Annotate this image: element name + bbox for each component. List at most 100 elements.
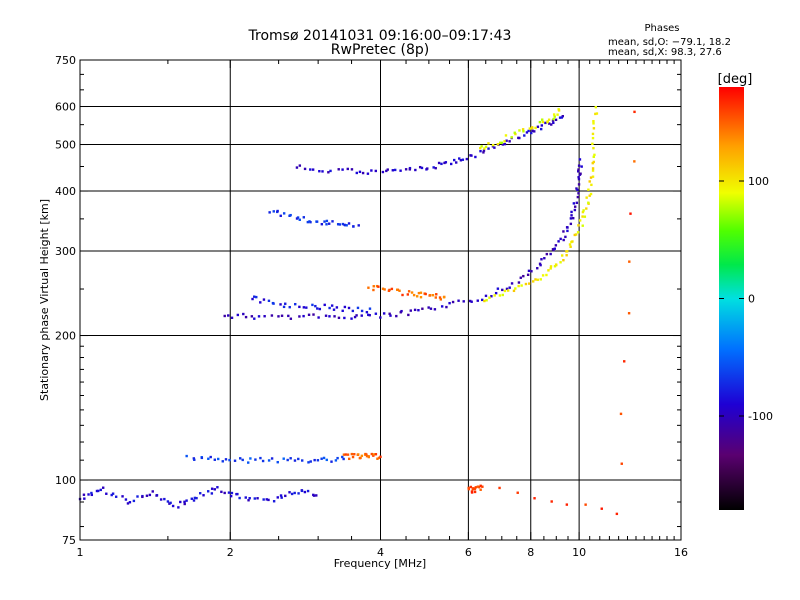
y-tick-label: 200	[55, 330, 76, 343]
data-point	[439, 298, 443, 301]
data-point	[288, 305, 291, 309]
data-point	[419, 296, 423, 299]
phases-heading: Phases	[644, 23, 679, 34]
data-point	[351, 455, 355, 459]
data-point	[322, 456, 326, 460]
data-point	[372, 285, 375, 288]
data-point	[479, 484, 482, 488]
data-point	[192, 499, 196, 502]
data-point	[417, 291, 421, 295]
data-point	[562, 230, 565, 233]
data-point	[519, 276, 522, 279]
data-point	[540, 124, 544, 127]
data-point	[297, 492, 300, 495]
data-point	[440, 162, 443, 166]
data-point	[333, 315, 336, 318]
data-point	[579, 172, 582, 175]
data-point	[315, 494, 318, 497]
data-point	[337, 168, 340, 171]
data-point	[438, 296, 442, 299]
data-point	[591, 167, 595, 170]
y-axis-label: Stationary phase Virtual Height [km]	[38, 199, 51, 401]
data-point	[372, 453, 376, 456]
data-point	[510, 136, 513, 139]
data-point	[561, 114, 564, 118]
data-point	[503, 140, 506, 143]
data-point	[538, 120, 542, 124]
data-point	[282, 457, 285, 460]
data-point	[473, 490, 477, 494]
data-point	[565, 254, 568, 257]
data-point	[629, 212, 632, 215]
data-point	[589, 176, 593, 179]
data-point	[342, 453, 346, 456]
data-point	[305, 306, 308, 309]
data-point	[619, 412, 623, 416]
data-point	[581, 210, 585, 214]
data-point	[395, 314, 398, 318]
data-point	[543, 257, 546, 260]
data-point	[230, 316, 234, 319]
data-point	[315, 220, 319, 223]
data-point	[346, 167, 349, 171]
data-point	[533, 497, 536, 500]
data-point	[552, 117, 555, 121]
data-point	[276, 496, 279, 499]
data-point	[504, 134, 508, 137]
data-point	[591, 169, 595, 172]
data-point	[573, 205, 577, 208]
data-point	[99, 488, 102, 492]
data-point	[539, 263, 542, 267]
data-point	[628, 260, 631, 263]
data-point	[462, 300, 465, 303]
data-point	[307, 461, 310, 464]
data-point	[280, 496, 283, 499]
data-point	[242, 312, 245, 316]
data-point	[368, 307, 372, 310]
data-point	[549, 252, 552, 256]
data-point	[453, 158, 456, 162]
data-point	[547, 269, 550, 272]
data-point	[347, 306, 351, 310]
data-point	[383, 288, 386, 291]
data-point	[580, 165, 583, 168]
data-point	[223, 491, 226, 495]
data-point	[564, 235, 567, 239]
data-point	[267, 299, 271, 303]
data-point	[341, 309, 344, 313]
data-point	[360, 309, 364, 313]
data-point	[210, 492, 214, 495]
data-point	[498, 486, 501, 490]
data-point	[323, 303, 326, 307]
data-point	[557, 109, 561, 112]
data-point	[404, 168, 408, 171]
data-point	[559, 261, 562, 264]
data-point	[584, 503, 587, 506]
data-point	[576, 170, 580, 173]
data-point	[320, 457, 323, 460]
data-point	[432, 166, 435, 169]
data-point	[213, 488, 216, 491]
data-point	[459, 159, 463, 162]
data-point	[451, 300, 455, 304]
data-point	[309, 460, 312, 463]
data-point	[159, 498, 163, 501]
data-point	[487, 142, 490, 145]
data-point	[355, 314, 358, 317]
data-point	[531, 126, 534, 129]
data-point	[585, 196, 588, 199]
data-point	[534, 278, 537, 281]
data-point	[518, 129, 521, 132]
data-point	[360, 454, 364, 458]
data-point	[550, 123, 553, 126]
data-point	[488, 296, 491, 299]
data-point	[331, 220, 334, 223]
data-point	[487, 147, 490, 150]
data-point	[587, 188, 590, 191]
data-point	[467, 487, 471, 491]
data-point	[344, 453, 347, 456]
data-point	[342, 457, 345, 461]
data-point	[390, 287, 394, 291]
data-point	[233, 459, 237, 462]
data-point	[293, 459, 297, 462]
